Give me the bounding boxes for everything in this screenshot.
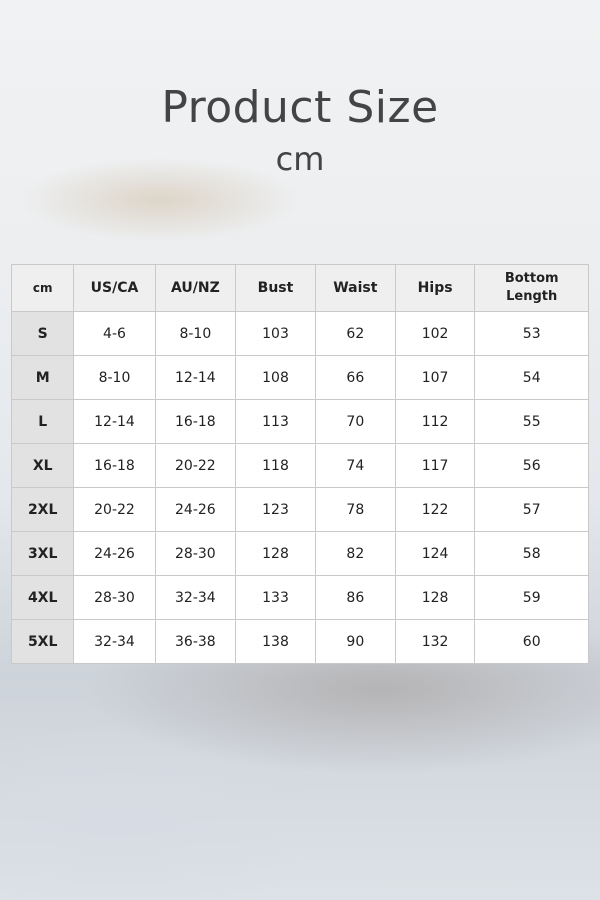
- table-cell: 112: [394, 399, 476, 444]
- table-cell: 59: [474, 575, 589, 620]
- table-cell: 82: [314, 531, 396, 576]
- table-cell: 138: [235, 619, 316, 664]
- table-cell: 56: [474, 443, 589, 488]
- table-cell: 20-22: [73, 487, 156, 532]
- size-table: cm US/CA AU/NZ Bust Waist Hips Bottom Length S…: [10, 264, 589, 664]
- table-row: XL 16-18 20-22 118 74 117 56: [10, 443, 589, 488]
- table-row: M 8-10 12-14 108 66 107 54: [10, 355, 589, 400]
- table-cell: 8-10: [154, 311, 237, 356]
- table-cell: 103: [235, 311, 316, 356]
- table-cell: 28-30: [73, 575, 156, 620]
- size-label: L: [10, 399, 75, 444]
- table-cell: 74: [314, 443, 396, 488]
- column-header: Bust: [235, 264, 316, 312]
- table-row: 5XL 32-34 36-38 138 90 132 60: [10, 619, 589, 664]
- unit-subtitle: cm: [275, 140, 325, 178]
- column-header: Bottom Length: [474, 264, 589, 312]
- table-cell: 58: [474, 531, 589, 576]
- table-cell: 16-18: [154, 399, 237, 444]
- table-cell: 107: [394, 355, 476, 400]
- table-cell: 133: [235, 575, 316, 620]
- table-cell: 132: [394, 619, 476, 664]
- table-row: S 4-6 8-10 103 62 102 53: [10, 311, 589, 356]
- table-cell: 32-34: [73, 619, 156, 664]
- table-row: L 12-14 16-18 113 70 112 55: [10, 399, 589, 444]
- size-label: 2XL: [10, 487, 75, 532]
- table-cell: 62: [314, 311, 396, 356]
- table-cell: 57: [474, 487, 589, 532]
- page-title: Product Size: [161, 82, 439, 133]
- table-cell: 20-22: [154, 443, 237, 488]
- size-label: M: [10, 355, 75, 400]
- column-header: cm: [10, 264, 75, 312]
- table-cell: 78: [314, 487, 396, 532]
- table-row: 2XL 20-22 24-26 123 78 122 57: [10, 487, 589, 532]
- size-label: 4XL: [10, 575, 75, 620]
- table-cell: 36-38: [154, 619, 237, 664]
- table-cell: 16-18: [73, 443, 156, 488]
- table-cell: 55: [474, 399, 589, 444]
- table-cell: 123: [235, 487, 316, 532]
- table-cell: 102: [394, 311, 476, 356]
- table-row: 3XL 24-26 28-30 128 82 124 58: [10, 531, 589, 576]
- header-row: cm US/CA AU/NZ Bust Waist Hips Bottom Length: [10, 264, 589, 312]
- table-cell: 124: [394, 531, 476, 576]
- table-cell: 113: [235, 399, 316, 444]
- size-label: S: [10, 311, 75, 356]
- table-cell: 12-14: [154, 355, 237, 400]
- table-cell: 4-6: [73, 311, 156, 356]
- table-cell: 54: [474, 355, 589, 400]
- table-cell: 8-10: [73, 355, 156, 400]
- table-cell: 24-26: [154, 487, 237, 532]
- table-cell: 12-14: [73, 399, 156, 444]
- column-header: Hips: [394, 264, 476, 312]
- column-header: Waist: [314, 264, 396, 312]
- table-cell: 28-30: [154, 531, 237, 576]
- table-cell: 122: [394, 487, 476, 532]
- table-cell: 118: [235, 443, 316, 488]
- size-label: 3XL: [10, 531, 75, 576]
- table-cell: 53: [474, 311, 589, 356]
- table-cell: 66: [314, 355, 396, 400]
- table-cell: 32-34: [154, 575, 237, 620]
- table-cell: 70: [314, 399, 396, 444]
- table-cell: 90: [314, 619, 396, 664]
- table-cell: 108: [235, 355, 316, 400]
- table-cell: 117: [394, 443, 476, 488]
- table-cell: 128: [235, 531, 316, 576]
- table-cell: 24-26: [73, 531, 156, 576]
- size-label: 5XL: [10, 619, 75, 664]
- column-header: US/CA: [73, 264, 156, 312]
- table-cell: 128: [394, 575, 476, 620]
- table-cell: 60: [474, 619, 589, 664]
- size-label: XL: [10, 443, 75, 488]
- column-header: AU/NZ: [154, 264, 237, 312]
- table-cell: 86: [314, 575, 396, 620]
- table-row: 4XL 28-30 32-34 133 86 128 59: [10, 575, 589, 620]
